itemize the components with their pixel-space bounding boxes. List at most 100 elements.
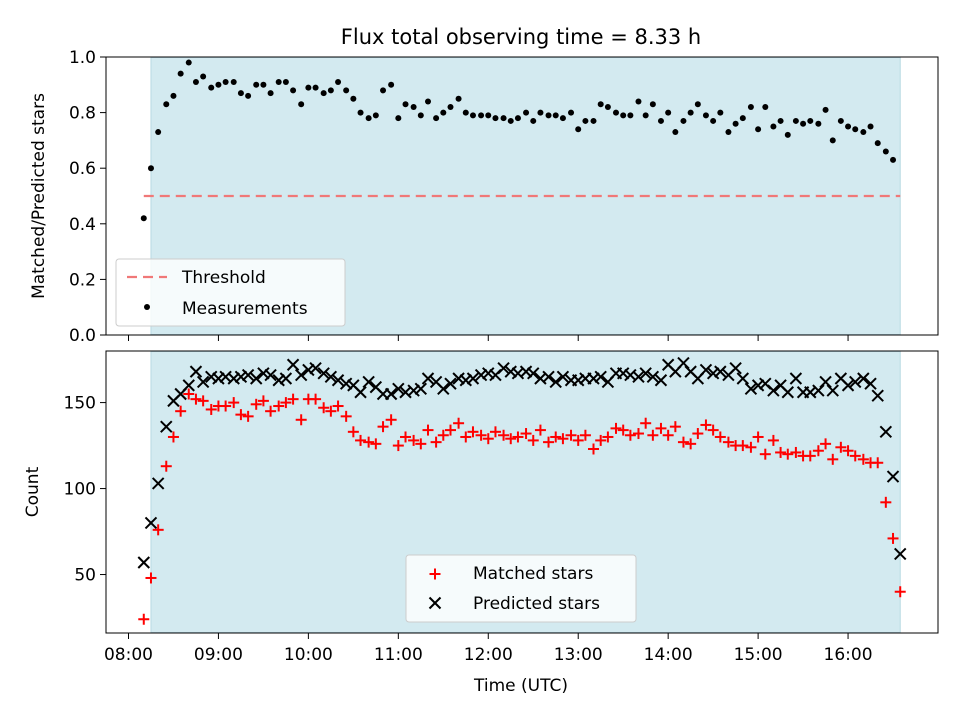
- measurement-point: [582, 117, 589, 124]
- matched-star-point: [677, 436, 689, 448]
- measurement-point: [267, 90, 274, 97]
- measurement-point: [545, 112, 552, 119]
- matched-star-point: [527, 434, 539, 446]
- predicted-star-point: [587, 372, 600, 385]
- measurement-point: [665, 109, 672, 116]
- measurement-point: [469, 112, 476, 119]
- matched-star-point: [138, 613, 150, 625]
- measurement-point: [425, 98, 432, 105]
- matched-star-point: [857, 453, 869, 465]
- predicted-star-point: [751, 379, 765, 392]
- legend-predicted-swatch: [428, 596, 442, 610]
- predicted-star-point: [744, 382, 758, 396]
- matched-star-point: [565, 429, 577, 441]
- matched-star-point: [685, 438, 697, 450]
- measurement-point: [215, 81, 222, 88]
- matched-star-point: [145, 572, 157, 584]
- matched-star-point: [363, 436, 375, 448]
- predicted-star-point: [706, 367, 720, 380]
- measurement-point: [845, 123, 852, 130]
- measurement-point: [447, 104, 454, 111]
- matched-star-point: [647, 429, 659, 441]
- matched-star-point: [175, 405, 187, 417]
- measurement-point: [365, 115, 372, 122]
- measurement-point: [784, 131, 791, 138]
- measurement-point: [343, 87, 350, 94]
- predicted-star-point: [354, 386, 367, 399]
- predicted-star-point: [497, 361, 510, 375]
- measurement-point: [492, 115, 499, 122]
- matched-star-point: [550, 431, 562, 443]
- predicted-star-point: [144, 516, 158, 530]
- predicted-star-point: [864, 377, 877, 390]
- measurement-point: [702, 112, 709, 119]
- legend-matched-label: Matched stars: [473, 564, 593, 584]
- matched-star-point: [894, 586, 906, 598]
- matched-star-point: [557, 433, 569, 445]
- matched-star-point: [707, 424, 719, 436]
- measurement-point: [230, 79, 237, 86]
- matched-star-point: [820, 438, 832, 450]
- x-tick-label: 13:00: [554, 645, 603, 665]
- matched-star-point: [543, 436, 555, 448]
- x-axis-label: Time (UTC): [473, 676, 568, 696]
- predicted-star-point: [317, 367, 330, 380]
- predicted-star-point: [309, 361, 322, 375]
- measurement-point: [290, 87, 297, 94]
- measurement-point: [680, 117, 687, 124]
- top-y-ticks: 0.0 0.2 0.4 0.6 0.8 1.0: [69, 48, 106, 346]
- predicted-star-point: [841, 379, 855, 392]
- measurement-point: [312, 84, 319, 91]
- matched-star-point: [498, 429, 510, 441]
- y-tick-label: 0.8: [69, 104, 96, 124]
- measurement-point: [620, 112, 627, 119]
- measurement-point: [732, 120, 739, 127]
- measurement-point: [462, 109, 469, 116]
- measurement-point: [327, 87, 334, 94]
- predicted-star-point: [384, 387, 398, 401]
- measurement-point: [867, 123, 874, 130]
- matched-star-point: [835, 441, 847, 453]
- matched-star-point: [534, 424, 546, 436]
- measurement-point: [514, 115, 521, 122]
- matched-star-point: [392, 440, 404, 452]
- measurement-point: [672, 129, 679, 136]
- bottom-y-ticks: 50 100 150: [64, 394, 106, 586]
- matched-star-point: [205, 403, 217, 415]
- y-tick-label: 50: [74, 566, 96, 586]
- top-panel: 0.0 0.2 0.4 0.6 0.8 1.0 Matched/Predicted sta…: [29, 48, 939, 346]
- measurement-point: [380, 87, 387, 94]
- matched-star-point: [340, 410, 352, 422]
- predicted-star-point: [556, 370, 570, 383]
- matched-star-point: [775, 446, 787, 458]
- predicted-star-point: [437, 382, 450, 396]
- measurement-point: [177, 70, 184, 77]
- matched-star-point: [220, 400, 232, 412]
- measurement-point: [455, 95, 462, 102]
- predicted-star-point: [781, 386, 794, 399]
- matched-star-point: [242, 410, 254, 422]
- bottom-legend-box: [405, 554, 637, 623]
- measurement-point: [537, 109, 544, 116]
- matched-star-point: [790, 446, 802, 458]
- predicted-star-point: [264, 368, 277, 382]
- matched-star-point: [804, 450, 816, 462]
- matched-star-point: [295, 414, 307, 426]
- matched-star-point: [475, 429, 487, 441]
- predicted-star-point: [294, 368, 308, 382]
- measurement-point: [410, 104, 417, 111]
- top-x-ticks: [127, 335, 849, 341]
- matched-star-point: [617, 424, 629, 436]
- matched-star-point: [287, 393, 299, 405]
- matched-star-point: [273, 400, 285, 412]
- measurement-point: [185, 59, 192, 66]
- matched-star-point: [467, 426, 479, 438]
- measurement-point: [485, 112, 492, 119]
- measurement-point: [635, 98, 642, 105]
- predicted-star-point: [871, 389, 884, 402]
- measurement-point: [747, 104, 754, 111]
- measurement-point: [770, 123, 777, 130]
- predicted-star-point: [459, 374, 472, 387]
- predicted-star-point: [504, 365, 517, 378]
